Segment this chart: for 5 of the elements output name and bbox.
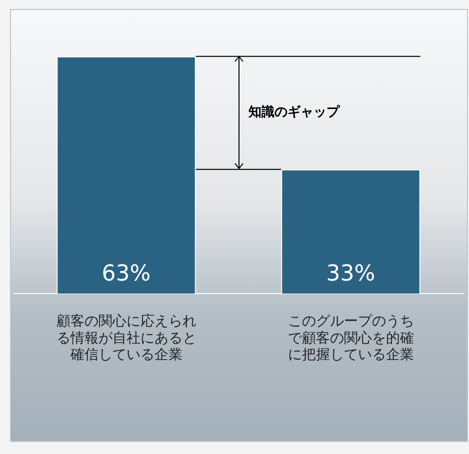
annotation: 知識のギャップ [248, 104, 340, 120]
x-tick-label: このグループのうちで顧客の関心を的確に把握している企業 [288, 314, 414, 364]
data-label: 33% [326, 261, 376, 286]
x-tick-label: 顧客の関心に応えられる情報が自社にあると確信している企業 [56, 314, 196, 364]
data-label: 63% [102, 261, 151, 286]
